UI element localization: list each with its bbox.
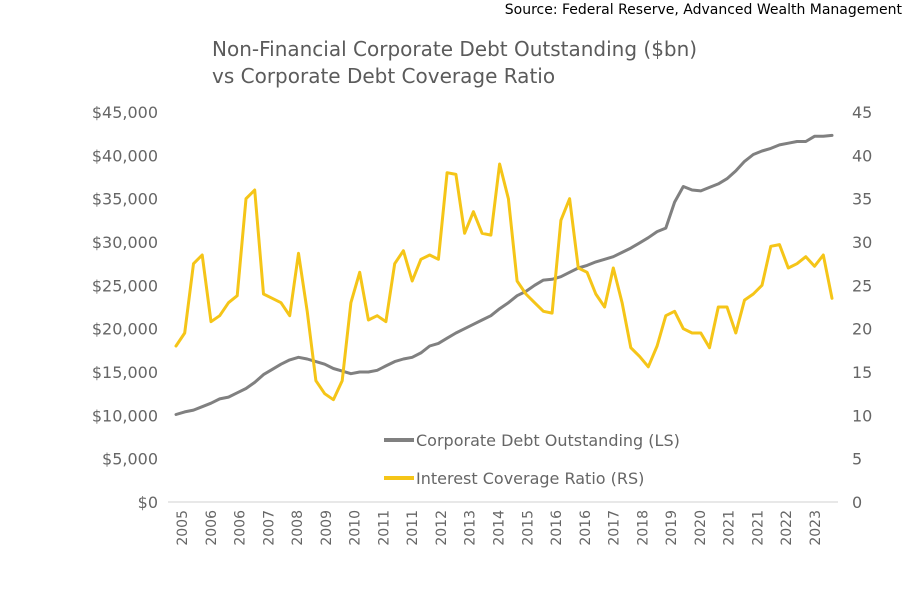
source-note: Source: Federal Reserve, Advanced Wealth… [504, 2, 902, 18]
x-tick-label: 2014 [492, 510, 508, 546]
x-tick-label: 2019 [664, 510, 680, 546]
x-tick-label: 2017 [607, 510, 623, 546]
x-tick-label: 2020 [693, 510, 709, 546]
right-tick-label: 0 [852, 493, 862, 512]
x-tick-label: 2006 [233, 510, 249, 546]
right-tick-label: 30 [852, 233, 872, 252]
legend-background [380, 424, 740, 494]
left-tick-label: $10,000 [92, 406, 158, 425]
left-tick-label: $5,000 [102, 450, 158, 469]
x-tick-label: 2010 [348, 510, 364, 546]
right-tick-label: 35 [852, 190, 872, 209]
right-tick-label: 45 [852, 103, 872, 122]
right-tick-label: 40 [852, 146, 872, 165]
legend: Corporate Debt Outstanding (LS) Interest… [380, 424, 740, 494]
x-tick-label: 2023 [808, 510, 824, 546]
left-tick-label: $20,000 [92, 320, 158, 339]
x-tick-label: 2016 [549, 510, 565, 546]
left-tick-label: $15,000 [92, 363, 158, 382]
chart-title-line-2: vs Corporate Debt Coverage Ratio [212, 64, 556, 88]
legend-label-debt: Corporate Debt Outstanding (LS) [416, 431, 680, 450]
right-tick-label: 15 [852, 363, 872, 382]
left-axis: $0 $5,000 $10,000 $15,000 $20,000 $25,000 $30,… [92, 103, 158, 512]
x-tick-label: 2008 [290, 510, 306, 546]
left-tick-label: $40,000 [92, 146, 158, 165]
x-tick-label: 2015 [520, 510, 536, 546]
right-tick-label: 20 [852, 320, 872, 339]
right-tick-label: 10 [852, 406, 872, 425]
chart-title: Non-Financial Corporate Debt Outstanding… [212, 36, 697, 90]
series-group [174, 133, 834, 416]
right-axis: 0 5 10 15 20 25 30 35 40 45 [852, 103, 872, 512]
x-tick-label: 2018 [635, 510, 651, 546]
x-tick-label: 2013 [463, 510, 479, 546]
x-tick-label: 2022 [779, 510, 795, 546]
right-tick-label: 25 [852, 276, 872, 295]
x-tick-label: 2016 [578, 510, 594, 546]
x-tick-label: 2009 [319, 510, 335, 546]
x-tick-label: 2005 [175, 510, 191, 546]
right-tick-label: 5 [852, 450, 862, 469]
left-tick-label: $25,000 [92, 276, 158, 295]
x-tick-label: 2021 [750, 510, 766, 546]
chart-title-line-1: Non-Financial Corporate Debt Outstanding… [212, 37, 698, 61]
x-axis: 2005 2006 2006 2007 2008 2009 2010 2011 2011 2012… [175, 510, 824, 546]
x-tick-label: 2006 [204, 510, 220, 546]
series-line-coverage [174, 162, 834, 402]
legend-label-coverage: Interest Coverage Ratio (RS) [416, 469, 644, 488]
left-tick-label: $45,000 [92, 103, 158, 122]
x-tick-label: 2011 [376, 510, 392, 546]
left-tick-label: $35,000 [92, 190, 158, 209]
left-tick-label: $30,000 [92, 233, 158, 252]
left-tick-label: $0 [138, 493, 158, 512]
x-tick-label: 2007 [261, 510, 277, 546]
x-tick-label: 2021 [722, 510, 738, 546]
x-tick-label: 2012 [434, 510, 450, 546]
series-line-debt [174, 133, 834, 416]
x-tick-label: 2011 [405, 510, 421, 546]
